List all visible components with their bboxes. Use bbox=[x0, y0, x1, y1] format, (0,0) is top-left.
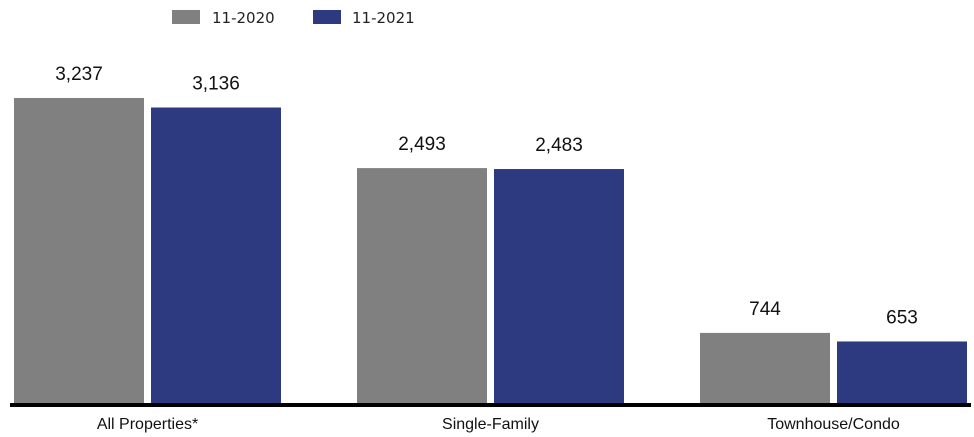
data-label-series-2-cat-3: 653 bbox=[886, 307, 918, 328]
category-label-2: Single-Family bbox=[442, 416, 539, 433]
bar-series-1-cat-1 bbox=[14, 98, 144, 403]
legend-label-series-1: 11-2020 bbox=[212, 9, 275, 27]
bar-series-2-cat-3 bbox=[837, 341, 967, 403]
category-label-3: Townhouse/Condo bbox=[767, 416, 900, 433]
bar-series-2-cat-1 bbox=[151, 107, 281, 403]
legend-swatch-series-1 bbox=[172, 10, 200, 24]
category-labels-group: All Properties* Single-Family Townhouse/Co… bbox=[97, 416, 900, 433]
legend-swatch-series-2 bbox=[313, 10, 341, 24]
data-label-series-1-cat-1: 3,237 bbox=[55, 64, 103, 85]
legend-label-series-2: 11-2021 bbox=[352, 9, 415, 27]
category-label-1: All Properties* bbox=[97, 416, 198, 433]
value-labels-group: 3,237 3,136 2,493 2,483 744 653 bbox=[55, 64, 918, 328]
data-label-series-2-cat-1: 3,136 bbox=[192, 74, 240, 95]
data-label-series-1-cat-3: 744 bbox=[749, 299, 781, 320]
data-label-series-1-cat-2: 2,493 bbox=[398, 134, 446, 155]
bar-series-1-cat-2 bbox=[357, 168, 487, 403]
bars-group bbox=[14, 98, 967, 403]
bar-series-2-cat-2 bbox=[494, 169, 624, 403]
legend: 11-2020 11-2021 bbox=[172, 9, 415, 27]
x-axis-line bbox=[10, 403, 971, 407]
data-label-series-2-cat-2: 2,483 bbox=[535, 135, 583, 156]
bar-series-1-cat-3 bbox=[700, 332, 830, 403]
